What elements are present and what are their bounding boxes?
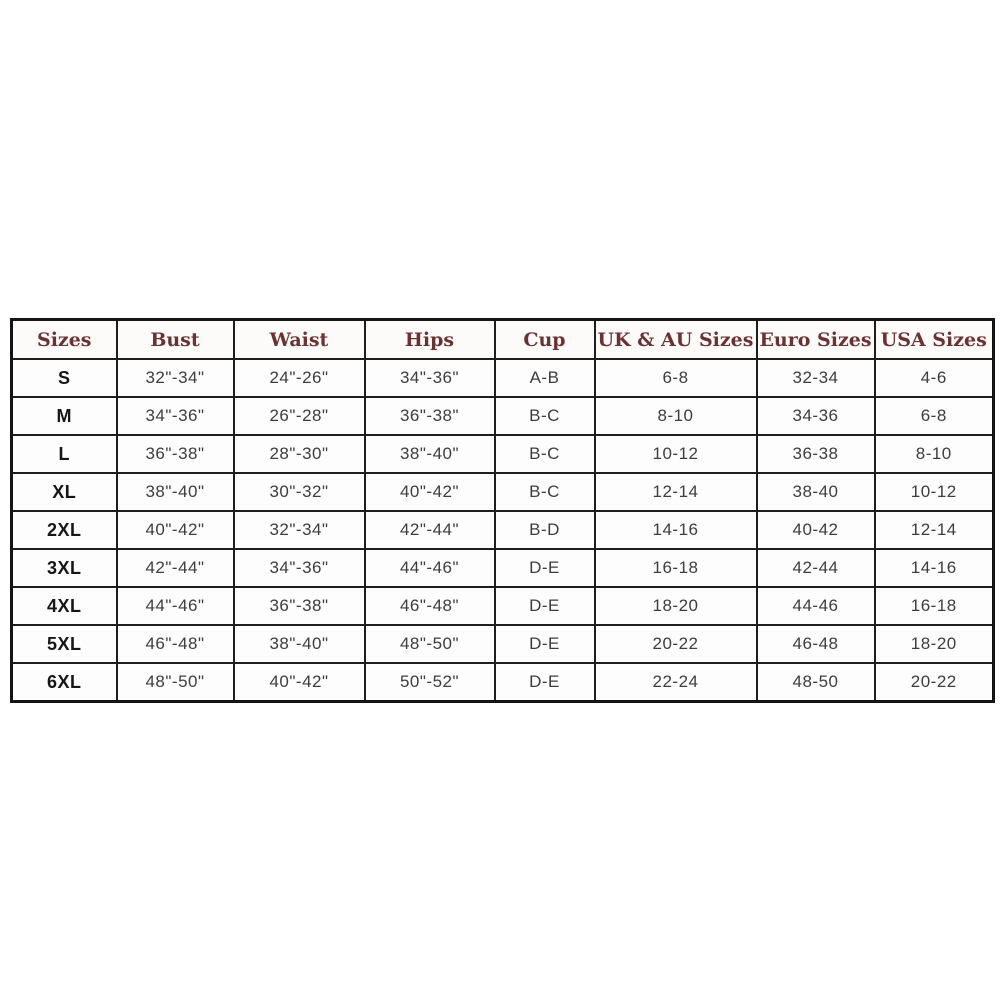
table-row: 4XL 44"-46" 36"-38" 46"-48" D-E 18-20 44-46 16-… xyxy=(10,586,995,626)
size-label: 4XL xyxy=(10,586,118,626)
table-cell: 34"-36" xyxy=(232,548,366,588)
table-row: 3XL 42"-44" 34"-36" 44"-46" D-E 16-18 42-44 14-… xyxy=(10,548,995,588)
table-cell: 22-24 xyxy=(593,662,758,703)
table-cell: A-B xyxy=(493,358,596,398)
table-cell: 44-46 xyxy=(755,586,876,626)
table-body: S 32"-34" 24"-26" 34"-36" A-B 6-8 32-34 4-6 M 34"… xyxy=(10,358,995,703)
column-header: Cup xyxy=(493,318,596,360)
size-label: L xyxy=(10,434,118,474)
table-cell: D-E xyxy=(493,586,596,626)
table-cell: 28"-30" xyxy=(232,434,366,474)
table-cell: 38"-40" xyxy=(115,472,235,512)
table-cell: 40"-42" xyxy=(115,510,235,550)
table-cell: 34-36 xyxy=(755,396,876,436)
table-cell: 40"-42" xyxy=(363,472,496,512)
table-cell: 24"-26" xyxy=(232,358,366,398)
table-cell: 46"-48" xyxy=(115,624,235,664)
table-cell: 10-12 xyxy=(593,434,758,474)
table-cell: D-E xyxy=(493,662,596,703)
table-row: 2XL 40"-42" 32"-34" 42"-44" B-D 14-16 40-42 12-… xyxy=(10,510,995,550)
table-cell: 12-14 xyxy=(593,472,758,512)
size-label: XL xyxy=(10,472,118,512)
table-cell: 36-38 xyxy=(755,434,876,474)
table-cell: 16-18 xyxy=(593,548,758,588)
table-cell: B-D xyxy=(493,510,596,550)
table-cell: 6-8 xyxy=(593,358,758,398)
table-cell: 46"-48" xyxy=(363,586,496,626)
table-cell: 40"-42" xyxy=(232,662,366,703)
table-cell: 46-48 xyxy=(755,624,876,664)
table-cell: 36"-38" xyxy=(232,586,366,626)
size-label: M xyxy=(10,396,118,436)
table-cell: 42"-44" xyxy=(363,510,496,550)
table-cell: 44"-46" xyxy=(363,548,496,588)
table-cell: 32-34 xyxy=(755,358,876,398)
table-cell: 32"-34" xyxy=(115,358,235,398)
table-row: S 32"-34" 24"-26" 34"-36" A-B 6-8 32-34 4-6 xyxy=(10,358,995,398)
column-header: Bust xyxy=(115,318,235,360)
table-row: XL 38"-40" 30"-32" 40"-42" B-C 12-14 38-40 10-1… xyxy=(10,472,995,512)
column-header: Euro Sizes xyxy=(755,318,876,360)
table-cell: 48-50 xyxy=(755,662,876,703)
header-row: Sizes Bust Waist Hips Cup UK & AU Sizes Euro S… xyxy=(10,318,995,360)
size-label: 6XL xyxy=(10,662,118,703)
table-cell: 12-14 xyxy=(873,510,995,550)
table-cell: 18-20 xyxy=(873,624,995,664)
table-cell: 42-44 xyxy=(755,548,876,588)
table-cell: B-C xyxy=(493,396,596,436)
table-cell: 50"-52" xyxy=(363,662,496,703)
column-header: USA Sizes xyxy=(873,318,995,360)
table-cell: 48"-50" xyxy=(363,624,496,664)
table-cell: 38-40 xyxy=(755,472,876,512)
table-cell: 8-10 xyxy=(593,396,758,436)
table-cell: 20-22 xyxy=(873,662,995,703)
table-cell: 4-6 xyxy=(873,358,995,398)
table-row: L 36"-38" 28"-30" 38"-40" B-C 10-12 36-38 8-10 xyxy=(10,434,995,474)
table-cell: B-C xyxy=(493,472,596,512)
table-cell: 44"-46" xyxy=(115,586,235,626)
size-label: 3XL xyxy=(10,548,118,588)
table-row: 6XL 48"-50" 40"-42" 50"-52" D-E 22-24 48-50 20-… xyxy=(10,662,995,703)
table-cell: 48"-50" xyxy=(115,662,235,703)
table-cell: 32"-34" xyxy=(232,510,366,550)
table-cell: 18-20 xyxy=(593,586,758,626)
table-cell: 34"-36" xyxy=(363,358,496,398)
table-cell: 20-22 xyxy=(593,624,758,664)
size-label: 5XL xyxy=(10,624,118,664)
column-header: UK & AU Sizes xyxy=(593,318,758,360)
table-row: M 34"-36" 26"-28" 36"-38" B-C 8-10 34-36 6-8 xyxy=(10,396,995,436)
column-header: Sizes xyxy=(10,318,118,360)
table-cell: B-C xyxy=(493,434,596,474)
table-cell: 8-10 xyxy=(873,434,995,474)
table-cell: 10-12 xyxy=(873,472,995,512)
table-cell: 40-42 xyxy=(755,510,876,550)
table-cell: 38"-40" xyxy=(232,624,366,664)
size-label: S xyxy=(10,358,118,398)
column-header: Waist xyxy=(232,318,366,360)
table-cell: 16-18 xyxy=(873,586,995,626)
table-row: 5XL 46"-48" 38"-40" 48"-50" D-E 20-22 46-48 18-… xyxy=(10,624,995,664)
table-cell: 14-16 xyxy=(593,510,758,550)
table-cell: 36"-38" xyxy=(363,396,496,436)
table-cell: 6-8 xyxy=(873,396,995,436)
table-cell: D-E xyxy=(493,548,596,588)
table-cell: 14-16 xyxy=(873,548,995,588)
table-cell: 26"-28" xyxy=(232,396,366,436)
size-chart-table: Sizes Bust Waist Hips Cup UK & AU Sizes Euro S… xyxy=(10,318,995,703)
table-cell: 30"-32" xyxy=(232,472,366,512)
table-cell: 36"-38" xyxy=(115,434,235,474)
table-cell: 34"-36" xyxy=(115,396,235,436)
table-cell: D-E xyxy=(493,624,596,664)
column-header: Hips xyxy=(363,318,496,360)
size-label: 2XL xyxy=(10,510,118,550)
table-cell: 42"-44" xyxy=(115,548,235,588)
table-cell: 38"-40" xyxy=(363,434,496,474)
